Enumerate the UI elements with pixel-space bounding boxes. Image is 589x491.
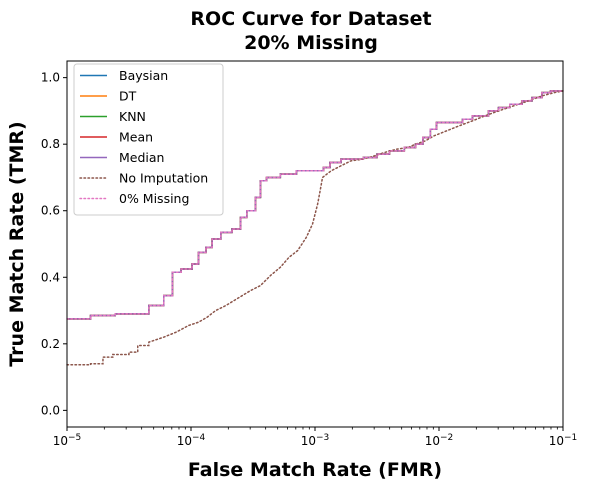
legend-label-5: No Imputation: [119, 171, 208, 186]
legend-label-1: DT: [119, 89, 137, 104]
series-line-6: [66, 90, 564, 320]
legend-label-0: Baysian: [119, 68, 168, 83]
x-tick-label-4: 10−1: [549, 433, 578, 448]
legend: Baysian DT KNN Mean Median No Imputation 0% Mi…: [73, 63, 224, 216]
legend-label-6: 0% Missing: [119, 191, 189, 206]
y-tick-label-4: 0.8: [41, 137, 60, 151]
plot-series: [66, 90, 564, 366]
title-line-1: ROC Curve for Dataset: [190, 8, 431, 30]
x-axis-label: False Match Rate (FMR): [188, 459, 442, 481]
y-tick-label-2: 0.4: [41, 270, 60, 284]
y-axis-ticks: 0.0 0.2 0.4 0.6 0.8 1.0: [41, 71, 67, 417]
title-line-2: 20% Missing: [244, 32, 378, 54]
x-tick-label-0: 10−5: [53, 433, 82, 448]
legend-label-2: KNN: [119, 109, 146, 124]
y-tick-label-1: 0.2: [41, 337, 60, 351]
legend-label-3: Mean: [119, 130, 153, 145]
chart-title: ROC Curve for Dataset 20% Missing: [190, 8, 431, 54]
legend-box: [73, 63, 224, 216]
y-tick-label-5: 1.0: [41, 71, 60, 85]
x-tick-label-2: 10−3: [301, 433, 330, 448]
y-axis-label: True Match Rate (TMR): [6, 121, 28, 366]
y-tick-label-3: 0.6: [41, 204, 60, 218]
y-tick-label-0: 0.0: [41, 403, 60, 417]
legend-label-4: Median: [119, 150, 164, 165]
series-line-5: [66, 90, 564, 366]
x-axis-ticks: 10−5 10−4 10−3 10−2 10−1: [53, 427, 578, 448]
x-tick-label-3: 10−2: [425, 433, 454, 448]
x-tick-label-1: 10−4: [177, 433, 206, 448]
